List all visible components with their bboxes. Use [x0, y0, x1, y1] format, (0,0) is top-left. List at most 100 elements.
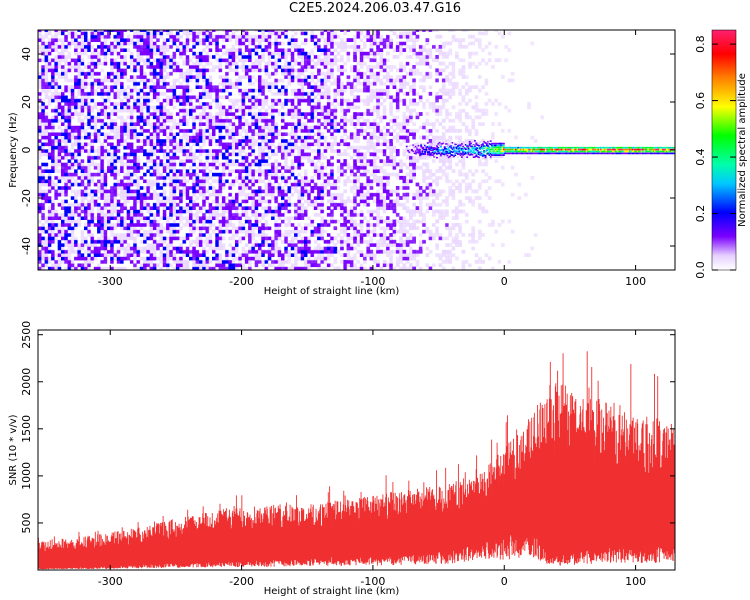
spectrogram-cell — [61, 192, 65, 197]
spectrogram-cell — [136, 88, 141, 93]
spectrogram-cell — [38, 223, 42, 227]
spectrogram-cell — [123, 122, 128, 126]
spectrogram-cell — [192, 112, 196, 116]
spectrogram-cell — [38, 139, 42, 143]
spectrogram-cell — [225, 223, 229, 227]
spectrogram-cell — [264, 219, 269, 224]
spectrogram-cell — [70, 253, 75, 257]
spectrogram-cell — [74, 85, 78, 89]
spectrogram-cell — [97, 58, 101, 63]
spectrogram-cell — [123, 51, 128, 56]
spectrogram-cell — [208, 172, 213, 177]
spectrogram-cell — [248, 108, 252, 113]
spectrogram-cell — [136, 223, 141, 227]
spectrogram-cell — [248, 139, 252, 143]
spectrogram-cell — [212, 41, 216, 46]
spectrogram-cell — [218, 172, 223, 177]
spectrogram-cell — [110, 31, 114, 36]
spectrogram-cell — [57, 85, 62, 89]
spectrogram-cell — [261, 219, 265, 224]
spectrogram-cell — [107, 179, 111, 184]
spectrogram-cell — [179, 236, 183, 241]
spectrogram-cell — [113, 159, 118, 163]
spectrogram-cell — [136, 125, 141, 130]
spectrogram-cell — [261, 175, 265, 180]
spectrogram-cell — [149, 51, 154, 56]
spectrogram-cell — [185, 38, 190, 42]
spectrogram-cell — [61, 236, 65, 241]
spectrogram-cell — [146, 236, 151, 241]
spectrogram-cell — [129, 68, 134, 73]
spectrogram-cell — [61, 263, 65, 268]
spectrogram-cell — [215, 88, 219, 93]
spectrogram-cell — [103, 91, 108, 96]
spectrogram-cell — [251, 118, 256, 123]
spectrogram-cell — [139, 162, 144, 167]
spectrogram-cell — [162, 239, 167, 244]
spectrogram-cell — [123, 85, 128, 89]
spectrogram-cell — [97, 75, 101, 79]
spectrogram-cell — [139, 98, 144, 103]
spectrogram-cell — [143, 209, 147, 214]
spectrogram-cell — [241, 135, 246, 140]
spectrogram-cell — [74, 212, 78, 217]
spectrogram-cell — [126, 145, 131, 150]
spectrogram-cell — [47, 192, 52, 197]
spectrogram-cell — [189, 132, 193, 136]
spectrogram-cell — [182, 199, 187, 204]
spectrogram-cell — [251, 152, 256, 157]
spectrogram-cell — [182, 132, 187, 136]
spectrogram-cell — [146, 88, 151, 93]
spectrogram-cell — [47, 68, 52, 73]
spectrogram-cell — [162, 30, 167, 32]
spectrogram-cell — [195, 253, 200, 257]
spectrogram-cell — [51, 145, 55, 150]
spectrogram-cell — [235, 34, 239, 39]
spectrogram-cell — [235, 88, 239, 93]
spectrogram-cell — [235, 182, 239, 187]
spectrogram-cell — [218, 263, 223, 268]
spectrogram-cell — [166, 75, 170, 79]
spectrogram-cell — [38, 192, 42, 197]
spectrogram-cell — [93, 226, 98, 231]
spectrogram-cell — [218, 229, 223, 234]
spectrogram-cell — [238, 236, 242, 241]
spectrogram-cell — [47, 41, 52, 46]
spectrogram-cell — [202, 68, 206, 73]
spectrogram-cell — [47, 226, 52, 231]
spectrogram-cell — [179, 91, 183, 96]
spectrogram-cell — [159, 152, 164, 157]
spectrogram-cell — [93, 246, 98, 251]
spectrogram-cell — [107, 88, 111, 93]
spectrogram-cell — [136, 68, 141, 73]
spectrogram-cell — [64, 142, 68, 147]
spectrogram-cell — [149, 30, 154, 32]
spectrogram-cell — [162, 182, 167, 187]
spectrogram-cell — [107, 125, 111, 130]
spectrogram-cell — [133, 239, 137, 244]
spectrogram-cell — [136, 175, 141, 180]
spectrogram-cell — [172, 34, 177, 39]
spectrogram-cell — [107, 192, 111, 197]
spectrogram-cell — [87, 41, 91, 46]
spectrogram-cell — [212, 236, 216, 241]
spectrogram-cell — [74, 44, 78, 49]
spectrogram-cell — [103, 115, 108, 120]
spectrogram-cell — [64, 223, 68, 227]
spectrogram-cell — [202, 226, 206, 231]
spectrogram-cell — [74, 102, 78, 106]
spectrogram-cell — [152, 98, 157, 103]
spectrogram-cell — [116, 48, 121, 52]
spectrogram-cell — [182, 30, 187, 32]
spectrogram-cell — [208, 179, 213, 184]
spectrogram-cell — [38, 48, 42, 52]
spectrogram-cell — [103, 61, 108, 66]
spectrogram-cell — [44, 249, 49, 254]
spectrogram-cell — [238, 233, 242, 237]
spectrogram-cell — [251, 139, 256, 143]
spectrogram-cell — [51, 206, 55, 210]
spectrogram-cell — [192, 108, 196, 113]
spectrogram-cell — [152, 108, 157, 113]
spectrogram-cell — [251, 266, 256, 270]
spectrogram-cell — [261, 196, 265, 200]
